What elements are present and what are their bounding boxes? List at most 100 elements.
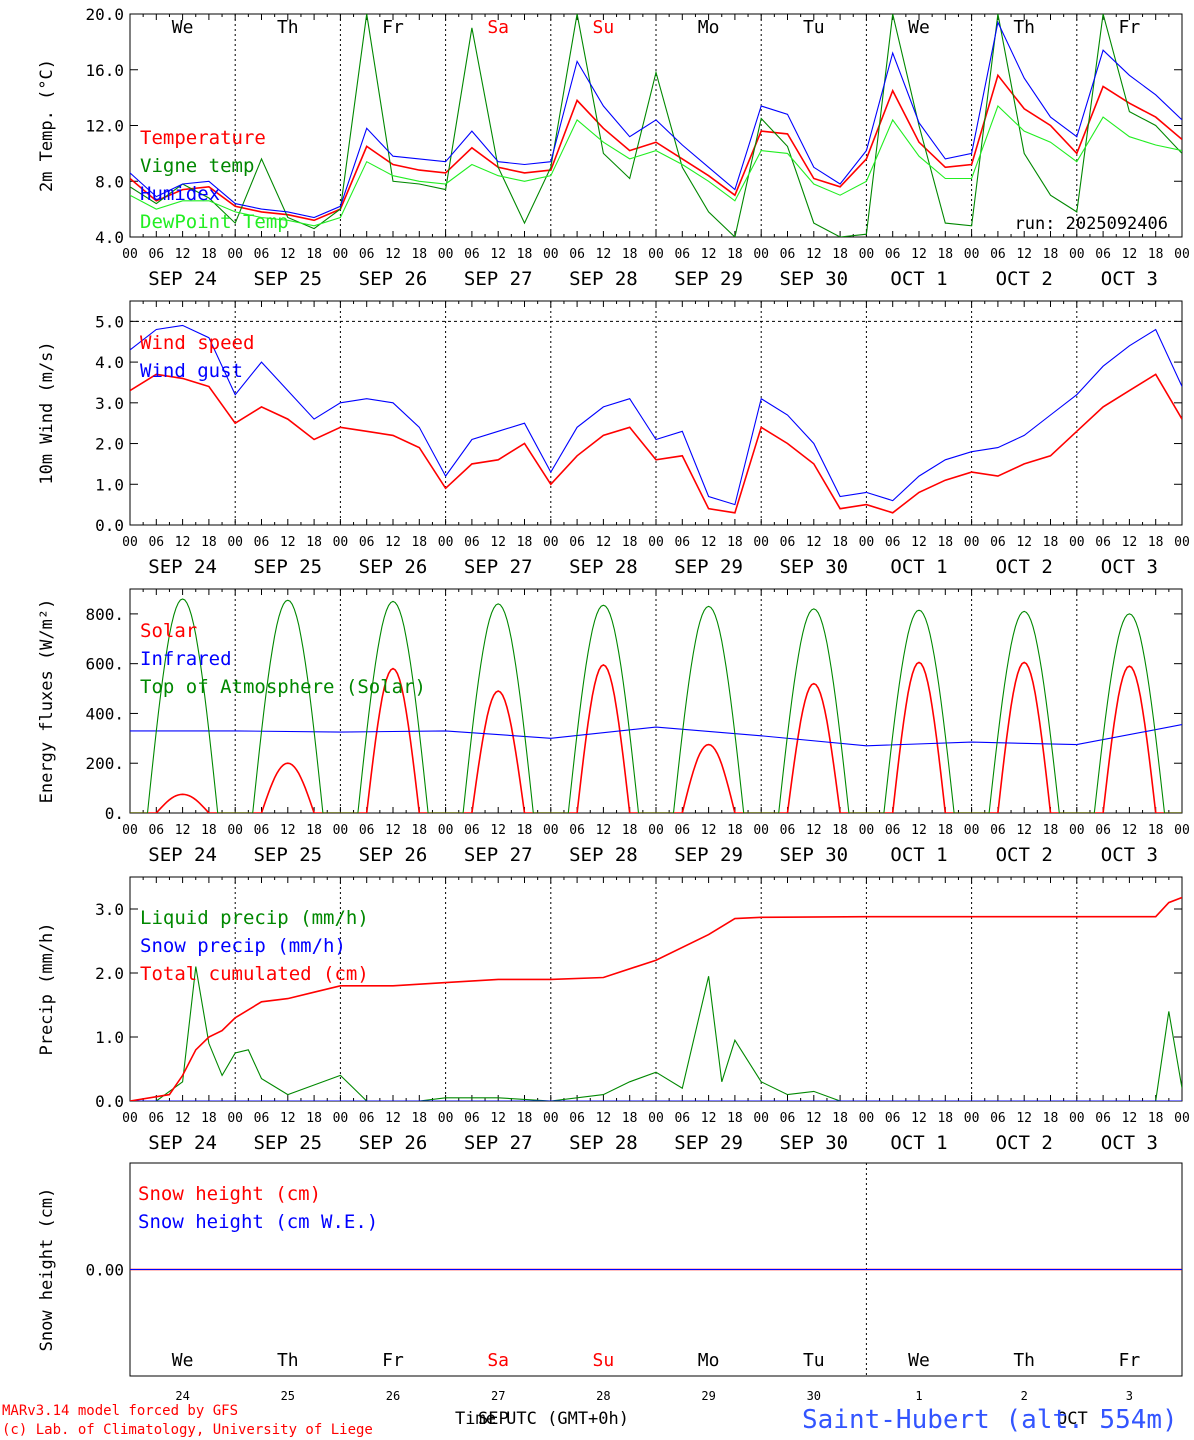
hour-tick-label: 12 — [911, 535, 927, 550]
hour-tick-label: 00 — [859, 1111, 875, 1126]
hour-tick-label: 12 — [490, 535, 506, 550]
hour-tick-label: 06 — [359, 1111, 375, 1126]
hour-tick-label: 12 — [490, 823, 506, 838]
hour-tick-label: 00 — [1174, 247, 1190, 262]
legend-entry: Temperature — [140, 127, 266, 149]
ytick-label: 0. — [105, 804, 124, 823]
hour-tick-label: 06 — [780, 535, 796, 550]
hour-tick-label: 18 — [937, 1111, 953, 1126]
hour-tick-label: 12 — [806, 247, 822, 262]
footer: MARv3.14 model forced by GFS (c) Lab. of… — [2, 1403, 1178, 1438]
panel-5: 0.00 Snow height (cm) We Th Fr Sa Su Mo Tu We Th Fr… — [37, 1162, 1183, 1403]
hour-tick-label: 06 — [254, 823, 270, 838]
weekday-label: Fr — [1119, 1350, 1141, 1371]
weekday-label: We — [172, 1350, 194, 1371]
series-line-liquid-precip-mm-h- — [130, 966, 1182, 1101]
hour-tick-label: 06 — [1095, 823, 1111, 838]
panel-3: 0. 200. 400. 600. 800. Energy fluxes (W/m²) 00… — [37, 588, 1190, 866]
hour-tick-label: 00 — [753, 1111, 769, 1126]
hour-tick-label: 06 — [990, 1111, 1006, 1126]
y-axis-label: 10m Wind (m/s) — [37, 341, 57, 484]
station-name: Saint-Hubert (alt. 554m) — [802, 1405, 1178, 1435]
day-label: SEP 25 — [253, 268, 322, 290]
lab-credit: (c) Lab. of Climatology, University of L… — [2, 1422, 373, 1438]
legend-entry: DewPoint Temp — [140, 211, 289, 233]
weekday-label: Th — [1013, 1350, 1035, 1371]
legend-entry: Solar — [140, 620, 197, 642]
day-number-label: 3 — [1126, 1389, 1133, 1403]
hour-tick-label: 06 — [674, 1111, 690, 1126]
hour-tick-label: 06 — [569, 535, 585, 550]
hour-tick-label: 06 — [569, 823, 585, 838]
ytick-label: 16.0 — [85, 61, 124, 80]
hour-tick-label: 12 — [1122, 1111, 1138, 1126]
hour-tick-label: 18 — [517, 247, 533, 262]
hour-tick-label: 00 — [859, 823, 875, 838]
hour-tick-label: 18 — [1148, 823, 1164, 838]
hour-tick-label: 12 — [1016, 823, 1032, 838]
day-label: OCT 1 — [890, 844, 947, 866]
hour-tick-label: 18 — [517, 1111, 533, 1126]
hour-tick-label: 12 — [596, 247, 612, 262]
day-number-label: 30 — [807, 1389, 821, 1403]
hour-tick-label: 12 — [806, 535, 822, 550]
hour-tick-label: 06 — [254, 247, 270, 262]
month-oct-label: OCT — [1057, 1409, 1088, 1429]
hour-tick-label: 00 — [1069, 535, 1085, 550]
day-number-label: 1 — [915, 1389, 922, 1403]
hour-tick-label: 18 — [832, 823, 848, 838]
hour-tick-label: 18 — [201, 1111, 217, 1126]
day-label: SEP 28 — [569, 844, 638, 866]
hour-tick-label: 00 — [1069, 247, 1085, 262]
day-label: SEP 30 — [779, 268, 848, 290]
hour-tick-label: 18 — [201, 247, 217, 262]
weekday-label: Th — [277, 17, 299, 38]
weekday-label: Th — [277, 1350, 299, 1371]
series-line-wind-gust — [130, 324, 1182, 506]
hour-tick-label: 06 — [359, 823, 375, 838]
y-axis-label: 2m Temp. (°C) — [37, 59, 57, 192]
hour-tick-label: 18 — [622, 1111, 638, 1126]
hour-tick-label: 00 — [333, 823, 349, 838]
hour-tick-label: 00 — [543, 823, 559, 838]
day-label: SEP 26 — [359, 844, 428, 866]
hour-tick-label: 12 — [385, 247, 401, 262]
day-label: SEP 29 — [674, 1132, 743, 1154]
hour-tick-label: 18 — [1043, 823, 1059, 838]
hour-tick-label: 18 — [306, 823, 322, 838]
hour-tick-label: 18 — [727, 823, 743, 838]
hour-tick-label: 00 — [543, 247, 559, 262]
hour-tick-label: 00 — [438, 247, 454, 262]
hour-tick-label: 12 — [806, 823, 822, 838]
hour-tick-label: 06 — [148, 1111, 164, 1126]
hour-tick-label: 12 — [175, 1111, 191, 1126]
hour-tick-label: 00 — [753, 247, 769, 262]
hour-tick-label: 06 — [464, 535, 480, 550]
hour-tick-label: 00 — [648, 535, 664, 550]
weekday-label: Mo — [698, 1350, 720, 1371]
series-line-top-of-atmosphere-solar- — [130, 598, 1182, 813]
hour-tick-label: 18 — [727, 247, 743, 262]
legend-entry: Snow height (cm) — [138, 1183, 321, 1205]
hour-tick-label: 00 — [122, 1111, 138, 1126]
plot-area — [130, 896, 1182, 1101]
day-number-label: 2 — [1021, 1389, 1028, 1403]
hour-tick-label: 18 — [727, 1111, 743, 1126]
hour-tick-label: 12 — [701, 535, 717, 550]
weekday-label: Fr — [382, 17, 404, 38]
hour-tick-label: 18 — [832, 247, 848, 262]
day-label: SEP 25 — [253, 1132, 322, 1154]
ytick-label: 800. — [85, 605, 124, 624]
hour-tick-label: 06 — [674, 247, 690, 262]
weekday-label: Mo — [698, 17, 720, 38]
weekday-label: Tu — [803, 1350, 825, 1371]
hour-tick-label: 06 — [464, 1111, 480, 1126]
hour-tick-label: 00 — [227, 535, 243, 550]
day-label: SEP 27 — [464, 556, 533, 578]
hour-tick-label: 06 — [148, 247, 164, 262]
hour-tick-label: 18 — [411, 823, 427, 838]
ytick-label: 8.0 — [95, 172, 124, 191]
series-line-total-cumulated-cm- — [130, 896, 1182, 1101]
day-label: SEP 30 — [779, 556, 848, 578]
hour-tick-label: 00 — [333, 535, 349, 550]
